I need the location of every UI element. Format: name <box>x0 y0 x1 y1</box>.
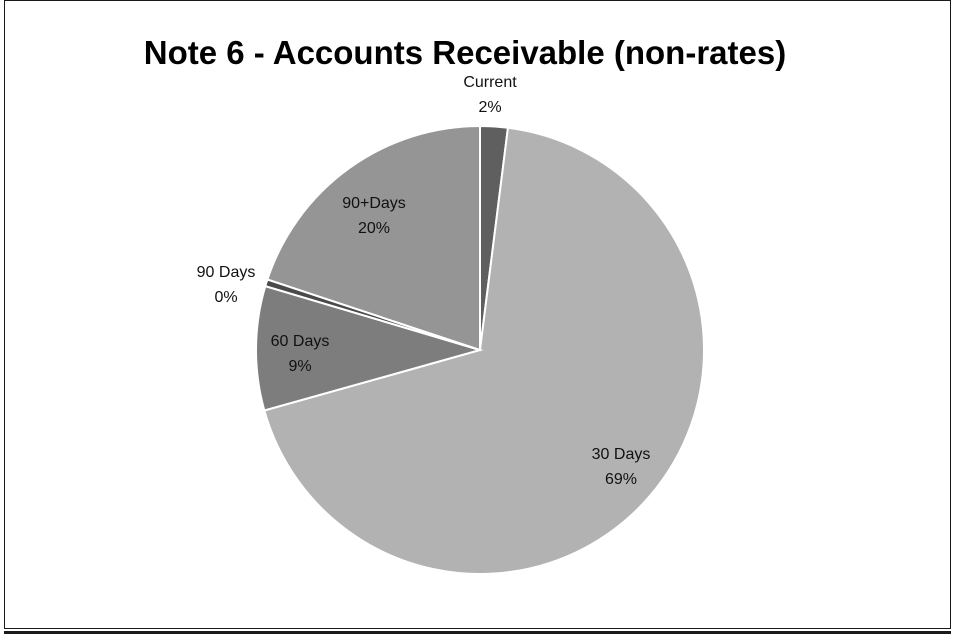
slice-value-90-days: 0% <box>214 289 237 306</box>
slice-value-30-days: 69% <box>605 471 637 488</box>
slice-label-30-days: 30 Days <box>592 446 651 463</box>
bottom-rule <box>4 631 951 634</box>
pie-labels: Current 2% 30 Days 69% 60 Days 9% 90 Days 0% 90+… <box>197 74 651 488</box>
slice-value-60-days: 9% <box>288 358 311 375</box>
pie-slice-60-days <box>255 284 484 412</box>
slice-label-current: Current <box>463 74 517 91</box>
slice-label-90-plusdays: 90+Days <box>342 195 406 212</box>
slice-value-90-plusdays: 20% <box>358 220 390 237</box>
pie-slice-30-days <box>263 126 705 575</box>
slice-label-60-days: 60 Days <box>271 333 330 350</box>
chart-title: Note 6 - Accounts Receivable (non-rates) <box>143 34 787 71</box>
slice-value-current: 2% <box>478 99 501 116</box>
pie-slice-90-plusdays <box>266 124 481 352</box>
slice-label-90-days: 90 Days <box>197 264 256 281</box>
pie-slices <box>255 124 705 575</box>
